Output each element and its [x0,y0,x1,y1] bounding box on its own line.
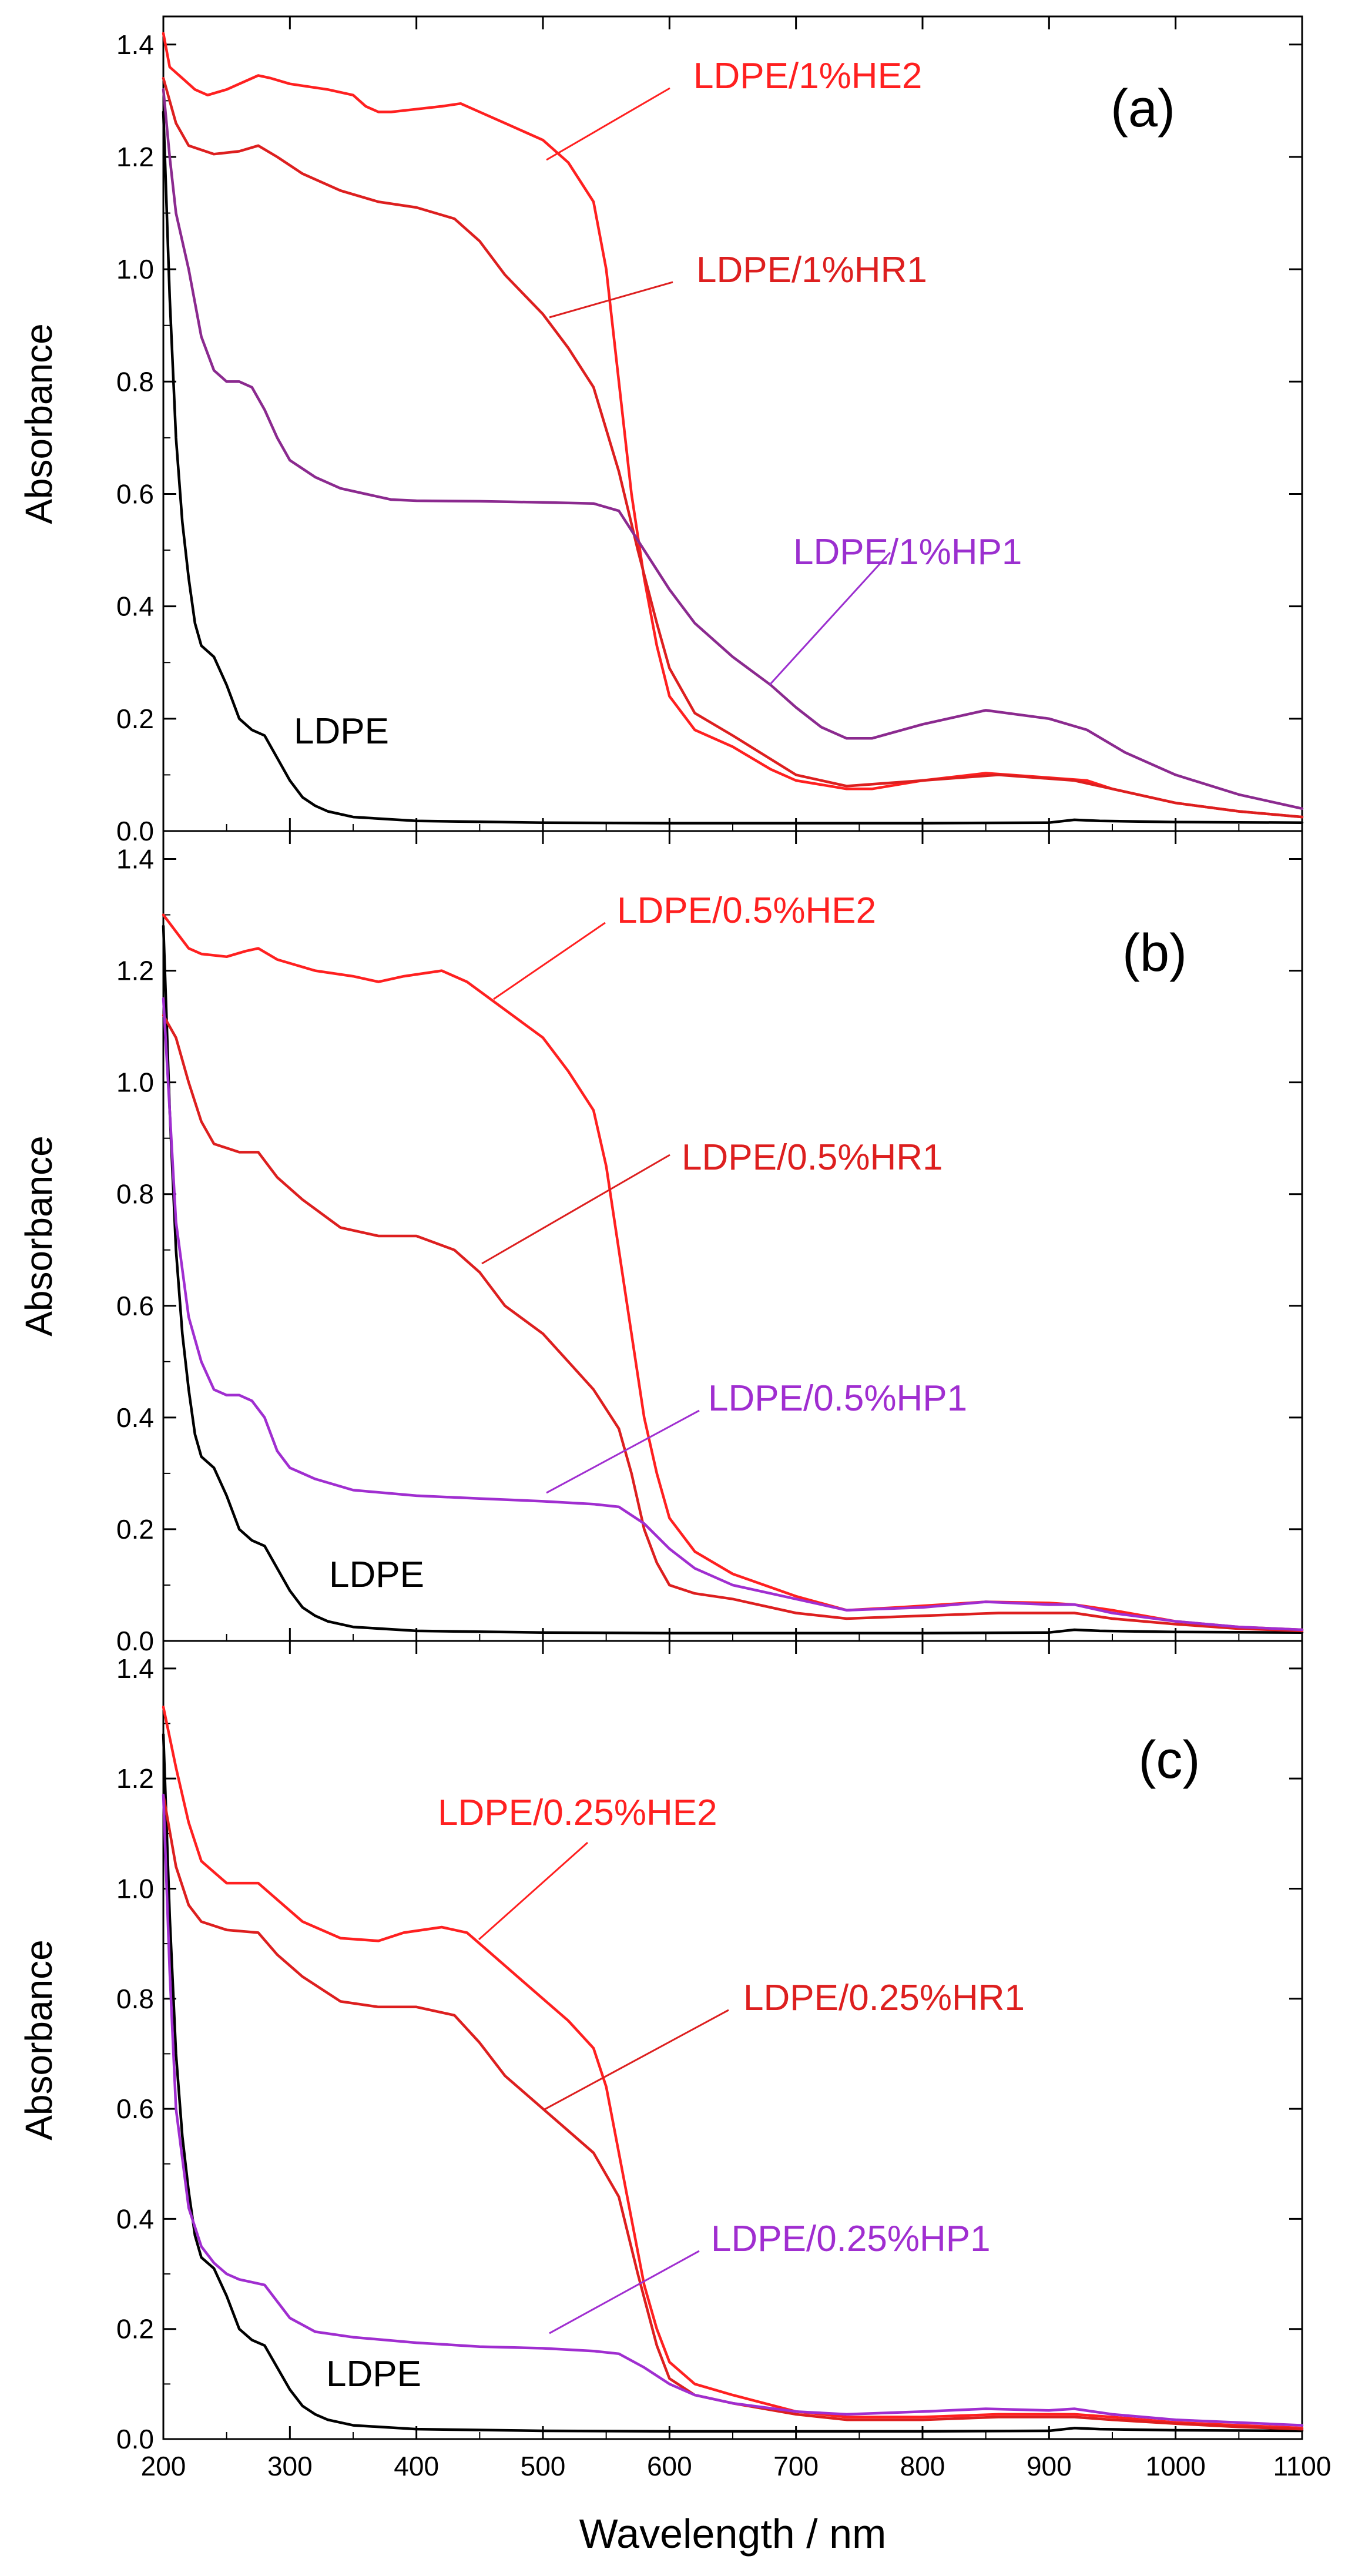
x-tick-label: 1100 [1273,2451,1331,2481]
chart-panel-2: 0.0 0.2 0.4 0.6 0.8 1.0 1.2 1.4 Absorbance LDPE/0… [18,830,1304,1656]
series-line-ldpe-1-hp1 [162,88,1304,810]
y-tick-label: 1.0 [116,1067,154,1098]
y-tick-label: 1.0 [116,254,154,284]
x-tick-label: 300 [267,2451,313,2481]
y-tick-label: 1.4 [116,844,154,875]
y-axis-label: Absorbance [18,323,60,524]
series-label-ldpe: LDPE [329,1555,424,1595]
y-axis-label: Absorbance [18,1135,60,1336]
y-tick-label: 0.8 [116,1984,154,2014]
series-label-ldpe-0-5-hr1: LDPE/0.5%HR1 [682,1137,943,1178]
series-label-ldpe-0-25-he2: LDPE/0.25%HE2 [438,1793,717,1833]
series-line-ldpe-1-hr1 [162,76,1304,819]
y-tick-label: 0.4 [116,2203,154,2234]
series-line-ldpe-0-25-hr1 [162,1793,1304,2431]
series-line-ldpe-0-5-he2 [162,913,1304,1632]
leader-line [481,1154,670,1265]
series-label-ldpe-1-hp1: LDPE/1%HP1 [793,532,1022,572]
y-tick-label: 0.0 [116,2424,154,2454]
x-tick-label: 900 [1027,2451,1072,2481]
x-tick-label: 500 [521,2451,566,2481]
panel-label: (a) [1111,79,1175,138]
series-label-ldpe: LDPE [294,711,389,752]
panel-label: (c) [1139,1731,1200,1790]
y-tick-label: 1.2 [116,956,154,986]
series-label-ldpe: LDPE [326,2354,421,2394]
leader-line [769,551,891,686]
y-tick-label: 1.2 [116,142,154,172]
y-axis-label: Absorbance [18,1939,60,2140]
y-tick-label: 0.2 [116,704,154,734]
leader-line [549,281,673,319]
panel-label: (b) [1122,924,1187,983]
y-tick-label: 0.6 [116,478,154,509]
series-line-ldpe-0-25-hp1 [162,1793,1304,2427]
leader-line [546,87,670,161]
series-line-ldpe-1-he2 [162,32,1304,819]
plot-frame [162,15,1303,832]
series-label-ldpe-0-5-he2: LDPE/0.5%HE2 [617,890,876,931]
plot-frame [162,1640,1303,2440]
y-tick-label: 0.4 [116,1402,154,1433]
series-label-ldpe-1-he2: LDPE/1%HE2 [693,56,922,96]
x-tick-label: 200 [141,2451,186,2481]
y-tick-label: 0.2 [116,1514,154,1545]
y-tick-label: 0.0 [116,1626,154,1656]
series-line-ldpe-0-25-he2 [162,1706,1304,2430]
x-tick-label: 1000 [1145,2451,1205,2481]
x-tick-label: 400 [394,2451,439,2481]
y-tick-label: 1.4 [116,29,154,60]
series-line-ldpe-0-5-hr1 [162,1014,1304,1633]
y-tick-label: 0.6 [116,2093,154,2124]
y-tick-label: 1.2 [116,1763,154,1794]
series-line-ldpe [162,110,1304,825]
y-tick-label: 1.0 [116,1873,154,1904]
series-label-ldpe-0-5-hp1: LDPE/0.5%HP1 [708,1378,967,1419]
series-label-ldpe-0-25-hr1: LDPE/0.25%HR1 [743,1978,1025,2018]
series-line-ldpe [162,1733,1304,2433]
series-label-ldpe-0-25-hp1: LDPE/0.25%HP1 [711,2219,991,2259]
x-tick-label: 700 [773,2451,819,2481]
y-tick-label: 0.8 [116,1179,154,1210]
leader-line [546,1409,700,1494]
leader-line [493,922,606,1000]
x-tick-label: 800 [900,2451,945,2481]
leader-line [478,1841,588,1941]
series-line-ldpe [162,924,1304,1634]
leader-line [543,2009,729,2111]
chart-panel-1: 0.0 0.2 0.4 0.6 0.8 1.0 1.2 1.4 Absorbance LDPE/1… [18,15,1304,846]
y-tick-label: 0.2 [116,2314,154,2344]
x-axis-label: Wavelength / nm [579,2511,887,2557]
y-tick-label: 0.4 [116,591,154,622]
leader-line [549,2250,700,2334]
y-tick-label: 0.0 [116,816,154,846]
x-tick-label: 600 [647,2451,692,2481]
series-label-ldpe-1-hr1: LDPE/1%HR1 [696,250,927,290]
y-tick-label: 0.8 [116,366,154,397]
y-tick-label: 0.6 [116,1291,154,1321]
y-tick-label: 1.4 [116,1653,154,1684]
series-line-ldpe-0-5-hp1 [162,997,1304,1632]
chart-panel-3: 0.0 0.2 0.4 0.6 0.8 1.0 1.2 1.4 200 300 400 500 600 7… [18,1640,1331,2481]
